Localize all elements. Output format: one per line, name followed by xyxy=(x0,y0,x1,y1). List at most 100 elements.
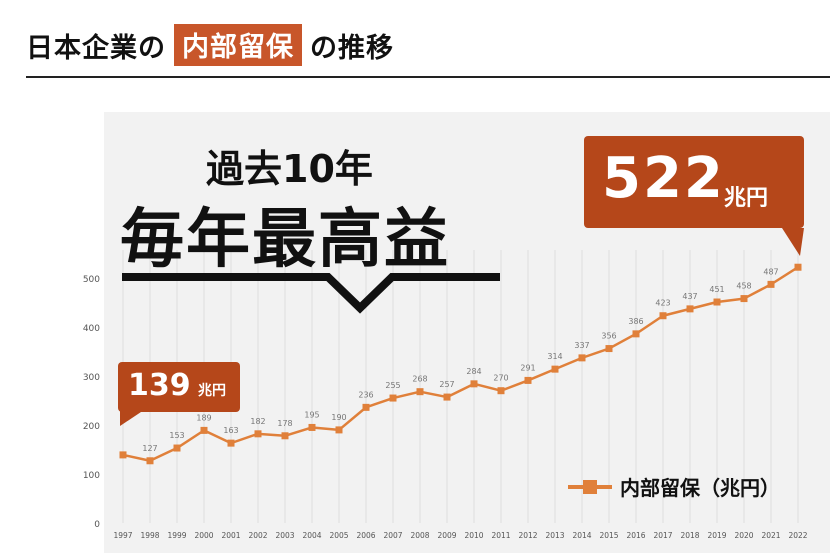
data-label: 270 xyxy=(493,374,508,383)
callout-pointer-small xyxy=(120,410,144,426)
x-tick-label: 2022 xyxy=(788,531,807,540)
y-tick-label: 200 xyxy=(83,422,100,432)
x-tick-label: 2013 xyxy=(545,531,564,540)
x-tick-label: 2019 xyxy=(707,531,726,540)
data-point xyxy=(443,393,451,401)
legend-swatch-icon xyxy=(568,478,612,496)
data-point xyxy=(551,365,559,373)
data-label: 314 xyxy=(547,352,562,361)
data-label: 291 xyxy=(520,363,535,372)
x-tick-label: 1998 xyxy=(140,531,159,540)
data-point xyxy=(281,432,289,440)
data-label: 437 xyxy=(682,292,697,301)
data-point xyxy=(335,426,343,434)
data-point xyxy=(497,387,505,395)
data-point xyxy=(578,354,586,362)
latest-value-callout: 522 兆円 xyxy=(584,136,804,228)
callout-pointer-big xyxy=(782,228,804,256)
headline-main: 毎年最高益 xyxy=(120,203,450,277)
data-label: 451 xyxy=(709,285,724,294)
x-tick-label: 2010 xyxy=(464,531,483,540)
y-tick-label: 100 xyxy=(83,471,100,481)
title-prefix: 日本企業の xyxy=(26,32,166,64)
x-tick-label: 2020 xyxy=(734,531,753,540)
data-point xyxy=(254,430,262,438)
x-tick-label: 2007 xyxy=(383,531,402,540)
title-highlight: 内部留保 xyxy=(174,24,302,66)
x-tick-label: 2005 xyxy=(329,531,348,540)
x-tick-label: 2000 xyxy=(194,531,213,540)
latest-unit: 兆円 xyxy=(724,186,769,211)
data-point xyxy=(605,345,613,353)
data-label: 190 xyxy=(331,413,346,422)
x-tick-label: 1997 xyxy=(113,531,132,540)
data-point xyxy=(632,330,640,338)
y-tick-label: 300 xyxy=(83,373,100,383)
x-tick-label: 2011 xyxy=(491,531,510,540)
data-point xyxy=(389,394,397,402)
data-label: 178 xyxy=(277,419,292,428)
x-tick-label: 2017 xyxy=(653,531,672,540)
series-line xyxy=(122,266,799,463)
data-point xyxy=(740,295,748,303)
data-label: 284 xyxy=(466,367,481,376)
data-point xyxy=(119,451,127,459)
header: 日本企業の 内部留保 の推移 xyxy=(0,0,830,80)
data-label: 268 xyxy=(412,375,427,384)
x-tick-label: 2003 xyxy=(275,531,294,540)
data-label: 236 xyxy=(358,390,373,399)
x-tick-label: 2009 xyxy=(437,531,456,540)
x-tick-label: 2008 xyxy=(410,531,429,540)
data-label: 487 xyxy=(763,267,778,276)
data-label: 423 xyxy=(655,299,670,308)
data-label: 386 xyxy=(628,317,643,326)
data-point xyxy=(659,312,667,320)
latest-value: 522 xyxy=(602,146,725,211)
data-label: 153 xyxy=(169,431,184,440)
page-title: 日本企業の 内部留保 の推移 xyxy=(26,24,394,66)
x-tick-label: 2016 xyxy=(626,531,645,540)
y-tick-label: 500 xyxy=(83,275,100,285)
data-point xyxy=(794,263,802,271)
headline-sub: 過去10年 xyxy=(206,147,373,191)
first-value: 139 xyxy=(128,368,191,403)
data-point xyxy=(416,388,424,396)
headline-underline xyxy=(122,273,500,314)
data-label: 337 xyxy=(574,341,589,350)
x-tick-label: 2018 xyxy=(680,531,699,540)
x-tick-label: 2001 xyxy=(221,531,240,540)
x-tick-label: 2002 xyxy=(248,531,267,540)
x-tick-label: 2012 xyxy=(518,531,537,540)
legend: 内部留保（兆円） xyxy=(568,472,780,501)
data-label: 189 xyxy=(196,413,211,422)
header-divider xyxy=(26,76,830,78)
data-label: 182 xyxy=(250,417,265,426)
data-label: 356 xyxy=(601,332,616,341)
data-label: 163 xyxy=(223,426,238,435)
data-point xyxy=(713,298,721,306)
x-tick-label: 2006 xyxy=(356,531,375,540)
x-tick-label: 2014 xyxy=(572,531,591,540)
y-tick-label: 400 xyxy=(83,324,100,334)
data-point xyxy=(470,380,478,388)
x-tick-label: 2015 xyxy=(599,531,618,540)
first-unit: 兆円 xyxy=(198,383,226,399)
data-point xyxy=(173,444,181,452)
title-suffix: の推移 xyxy=(310,32,394,64)
data-label: 458 xyxy=(736,282,751,291)
data-point xyxy=(767,280,775,288)
y-tick-label: 0 xyxy=(94,520,100,530)
x-tick-label: 2021 xyxy=(761,531,780,540)
data-label: 255 xyxy=(385,381,400,390)
data-point xyxy=(308,423,316,431)
data-label: 257 xyxy=(439,380,454,389)
data-label: 195 xyxy=(304,410,319,419)
data-label: 127 xyxy=(142,444,157,453)
x-tick-label: 1999 xyxy=(167,531,186,540)
x-tick-label: 2004 xyxy=(302,531,321,540)
legend-label: 内部留保（兆円） xyxy=(620,476,780,500)
data-point xyxy=(686,305,694,313)
data-point xyxy=(362,403,370,411)
data-point xyxy=(227,439,235,447)
data-point xyxy=(146,457,154,465)
